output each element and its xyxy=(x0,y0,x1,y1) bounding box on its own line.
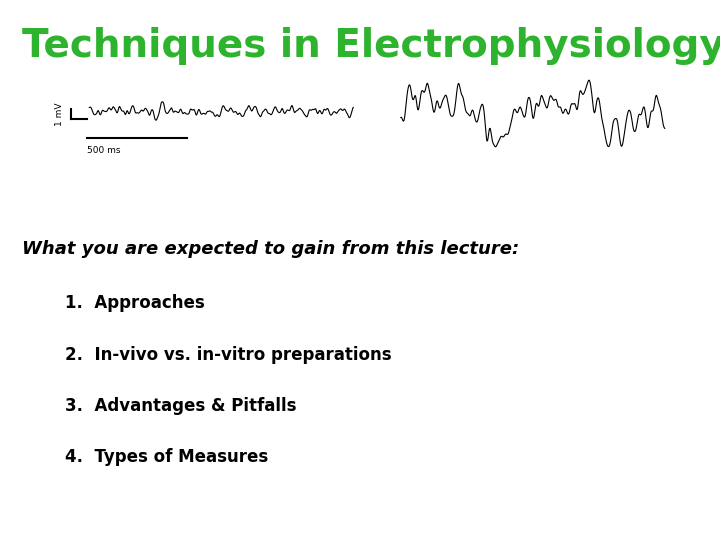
Text: 1 mV: 1 mV xyxy=(55,103,64,126)
Text: 3.  Advantages & Pitfalls: 3. Advantages & Pitfalls xyxy=(65,397,297,415)
Text: 1.  Approaches: 1. Approaches xyxy=(65,294,204,312)
Text: 2.  In-vivo vs. in-vitro preparations: 2. In-vivo vs. in-vitro preparations xyxy=(65,346,392,363)
Text: 4.  Types of Measures: 4. Types of Measures xyxy=(65,448,268,466)
Text: 500 ms: 500 ms xyxy=(86,146,120,155)
Text: Techniques in Electrophysiology: Techniques in Electrophysiology xyxy=(22,27,720,65)
Text: What you are expected to gain from this lecture:: What you are expected to gain from this … xyxy=(22,240,519,258)
